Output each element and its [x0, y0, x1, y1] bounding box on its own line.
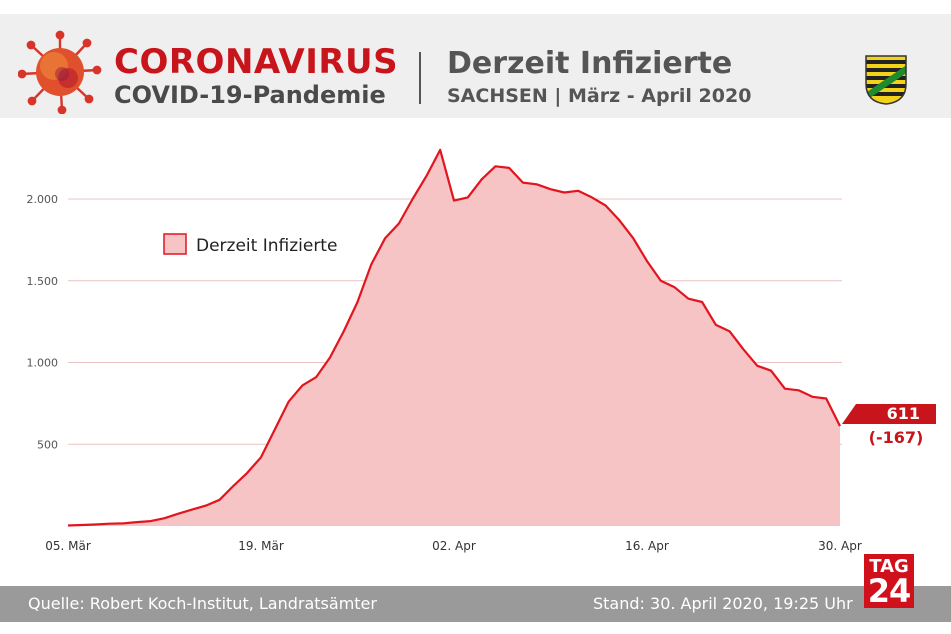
chart-subtitle: SACHSEN | März - April 2020: [447, 85, 752, 107]
last-change-label: (-167): [869, 428, 924, 447]
brand-logo: TAG 24: [864, 554, 914, 608]
x-tick-label: 19. Mär: [238, 539, 284, 553]
page-title: CORONAVIRUS: [114, 42, 399, 82]
chart-title: Derzeit Infizierte: [447, 46, 733, 81]
timestamp-text: Stand: 30. April 2020, 19:25 Uhr: [593, 594, 853, 613]
last-value-callout: [842, 404, 936, 424]
infected-area: [68, 149, 840, 526]
coronavirus-icon: [18, 30, 102, 114]
header-bar: CORONAVIRUS COVID-19-Pandemie Derzeit In…: [0, 14, 951, 118]
legend-label: Derzeit Infizierte: [196, 236, 337, 256]
x-tick-label: 02. Apr: [432, 539, 476, 553]
source-text: Quelle: Robert Koch-Institut, Landratsäm…: [28, 594, 377, 613]
x-tick-labels: 05. Mär 19. Mär 02. Apr 16. Apr 30. Apr: [45, 539, 862, 553]
x-tick-label: 05. Mär: [45, 539, 91, 553]
brand-logo-top: TAG: [869, 556, 909, 577]
legend-swatch: [163, 233, 187, 255]
brand-logo-bottom: 24: [867, 572, 912, 610]
header-divider: [419, 52, 421, 104]
series-line-derzeit-infizierte: [67, 148, 841, 527]
y-tick-label: 2.000: [27, 193, 59, 206]
last-value-label: 611: [887, 404, 920, 423]
x-tick-label: 30. Apr: [818, 539, 862, 553]
x-tick-label: 16. Apr: [625, 539, 669, 553]
y-tick-label: 1.500: [27, 275, 59, 288]
page-subtitle: COVID-19-Pandemie: [114, 81, 386, 109]
y-tick-labels: 500 1.000 1.500 2.000: [27, 193, 59, 451]
y-tick-label: 500: [37, 438, 58, 451]
y-tick-label: 1.000: [27, 357, 59, 370]
footer-bar: Quelle: Robert Koch-Institut, Landratsäm…: [0, 586, 951, 622]
saxony-coat-of-arms-icon: [865, 55, 907, 105]
